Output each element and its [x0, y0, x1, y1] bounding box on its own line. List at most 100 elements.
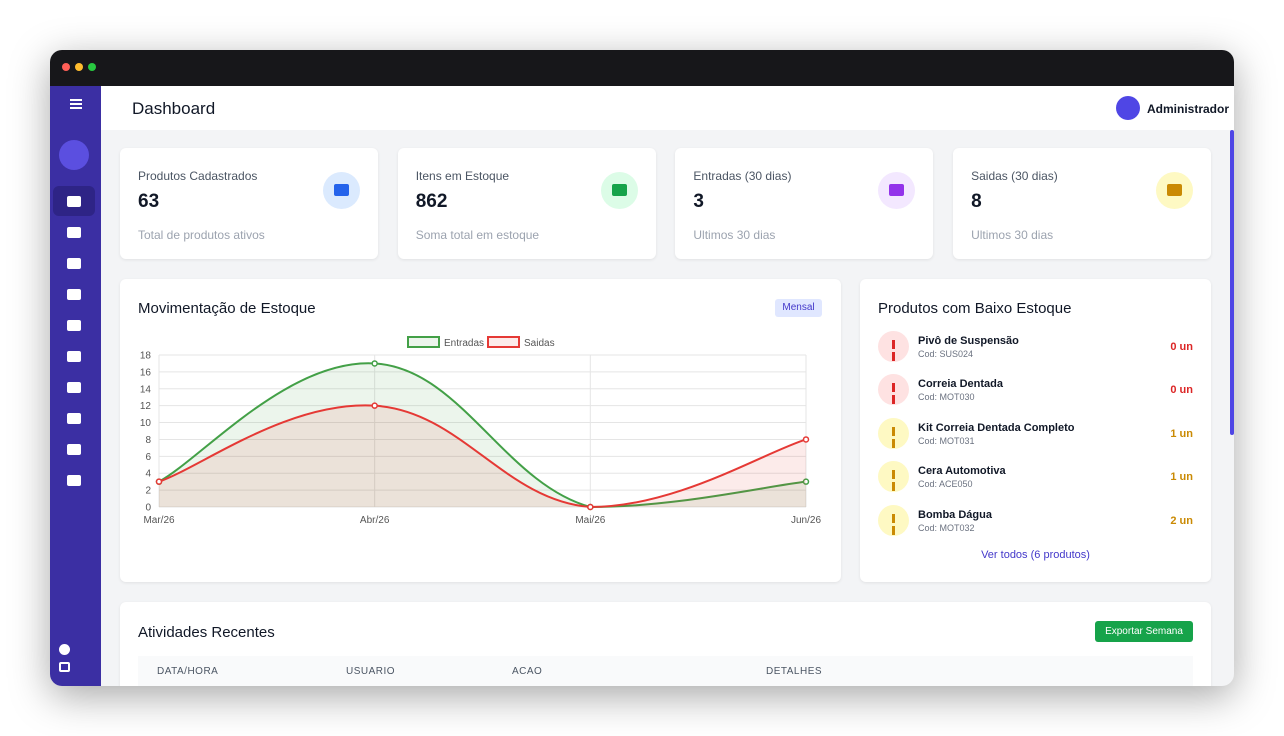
- item-code: Cod: MOT031: [918, 435, 975, 446]
- stat-card: Itens em Estoque 862 Soma total em estoque: [397, 148, 656, 259]
- nav-icon[interactable]: [67, 475, 81, 486]
- activities-panel: Atividades Recentes Exportar Semana DATA/H…: [120, 602, 1211, 686]
- legend-label: Entradas: [444, 338, 484, 349]
- column-header: DETALHES: [766, 666, 823, 677]
- minimize-dot[interactable]: [75, 63, 83, 71]
- content: Produtos Cadastrados 63 Total de produtos …: [50, 50, 1234, 686]
- card-value: 8: [971, 191, 982, 212]
- item-qty: 1 un: [1170, 427, 1193, 440]
- export-button[interactable]: Exportar Semana: [1095, 621, 1193, 642]
- sidebar-avatar: [59, 140, 89, 170]
- maximize-dot[interactable]: [88, 63, 96, 71]
- column-header: USUARIO: [346, 666, 396, 677]
- card-note: Ultimos 30 dias: [971, 228, 1054, 242]
- line-series: [158, 362, 807, 509]
- header: Dashboard Administrador: [101, 86, 1234, 130]
- user-name[interactable]: Administrador: [1147, 102, 1230, 116]
- item-name: Correia Dentada: [918, 378, 1003, 391]
- nav-icon[interactable]: [67, 289, 81, 300]
- nav-icon[interactable]: [67, 320, 81, 331]
- item-code: Cod: MOT032: [918, 522, 975, 533]
- scrollbar: [1230, 130, 1234, 435]
- card-note: Ultimos 30 dias: [693, 228, 776, 242]
- alert-icon: [878, 461, 909, 493]
- card-note: Soma total em estoque: [415, 228, 540, 242]
- card-value: 862: [415, 191, 448, 212]
- alert-icon: [878, 504, 909, 536]
- y-tick-label: 16: [140, 367, 152, 378]
- y-tick-label: 0: [145, 503, 151, 514]
- y-tick-label: 2: [145, 486, 151, 497]
- nav-icon[interactable]: [67, 258, 81, 269]
- activities-title: Atividades Recentes: [138, 624, 275, 641]
- data-point: [155, 478, 163, 485]
- y-tick-label: 4: [145, 469, 151, 480]
- card-icon-glyph: [334, 184, 349, 196]
- card-note: Total de produtos ativos: [138, 228, 265, 242]
- card-icon: [878, 172, 916, 209]
- card-icon-glyph: [611, 184, 627, 196]
- legend-swatch: [487, 336, 520, 348]
- legend-label: Saidas: [524, 338, 555, 349]
- chart: 0 2 4 6 8 10 12 14 16 18 Mar/26 Abr/26 Mai/26 Jun/26 E…: [140, 336, 821, 526]
- alert-glyph: [892, 470, 895, 480]
- alert-icon: [878, 331, 909, 362]
- table-header: DATA/HORA USUARIO ACAO DETALHES: [138, 656, 1193, 686]
- title-bar: [50, 50, 1234, 86]
- card-label: Produtos Cadastrados: [138, 169, 258, 183]
- data-point: [802, 478, 810, 485]
- item-qty: 1 un: [1170, 471, 1193, 484]
- item-qty: 0 un: [1170, 341, 1193, 353]
- y-tick-label: 8: [145, 435, 151, 446]
- x-tick-label: Mai/26: [575, 515, 605, 526]
- column-header: DATA/HORA: [157, 666, 219, 677]
- card-value: 63: [138, 191, 160, 212]
- y-tick-label: 14: [140, 384, 152, 395]
- chart-title: Movimentação de Estoque: [138, 300, 316, 317]
- sidebar: [50, 86, 101, 686]
- logout-icon[interactable]: [59, 662, 70, 672]
- stat-card: Produtos Cadastrados 63 Total de produtos …: [120, 148, 378, 259]
- period-badge[interactable]: Mensal: [775, 299, 822, 317]
- stat-card: Saidas (30 dias) 8 Ultimos 30 dias: [953, 148, 1212, 259]
- item-code: Cod: MOT030: [918, 392, 975, 403]
- alert-glyph: [892, 513, 895, 523]
- item-qty: 0 un: [1170, 384, 1193, 397]
- x-tick-label: Jun/26: [791, 515, 821, 526]
- card-icon: [1156, 172, 1194, 209]
- nav-icon[interactable]: [67, 413, 81, 424]
- alert-icon: [878, 374, 909, 406]
- nav-icon[interactable]: [67, 227, 81, 238]
- card-label: Entradas (30 dias): [693, 169, 792, 183]
- alert-icon: [878, 417, 909, 449]
- alert-glyph: [892, 426, 895, 436]
- close-dot[interactable]: [62, 63, 70, 71]
- nav-icon[interactable]: [67, 382, 81, 393]
- y-tick-label: 10: [140, 418, 152, 429]
- chart-panel: Movimentação de Estoque Mensal 0 2 4 6 8 10 12 14…: [120, 279, 841, 582]
- user-avatar[interactable]: [1116, 96, 1140, 120]
- low-stock-title: Produtos com Baixo Estoque: [878, 300, 1072, 317]
- data-point: [587, 503, 594, 511]
- nav-icon[interactable]: [67, 444, 81, 455]
- alert-glyph: [892, 340, 895, 349]
- menu-toggle[interactable]: [70, 103, 82, 105]
- card-icon: [600, 172, 638, 209]
- settings-icon[interactable]: [59, 644, 70, 655]
- alert-glyph: [892, 383, 895, 393]
- view-all-link[interactable]: Ver todos (6 produtos): [981, 549, 1090, 561]
- area-fill: [159, 363, 806, 507]
- stat-card: Entradas (30 dias) 3 Ultimos 30 dias: [675, 148, 934, 259]
- y-tick-label: 12: [140, 401, 152, 412]
- y-tick-label: 18: [140, 351, 152, 362]
- data-point: [371, 360, 378, 367]
- data-point: [802, 436, 810, 443]
- x-tick-label: Abr/26: [360, 515, 390, 526]
- legend-swatch: [407, 336, 440, 348]
- window: Dashboard Administrador Produtos Cadastr…: [50, 50, 1234, 686]
- nav-icon[interactable]: [67, 351, 81, 362]
- item-name: Kit Correia Dentada Completo: [918, 421, 1075, 434]
- nav-icon[interactable]: [67, 196, 81, 207]
- item-qty: 2 un: [1170, 514, 1193, 527]
